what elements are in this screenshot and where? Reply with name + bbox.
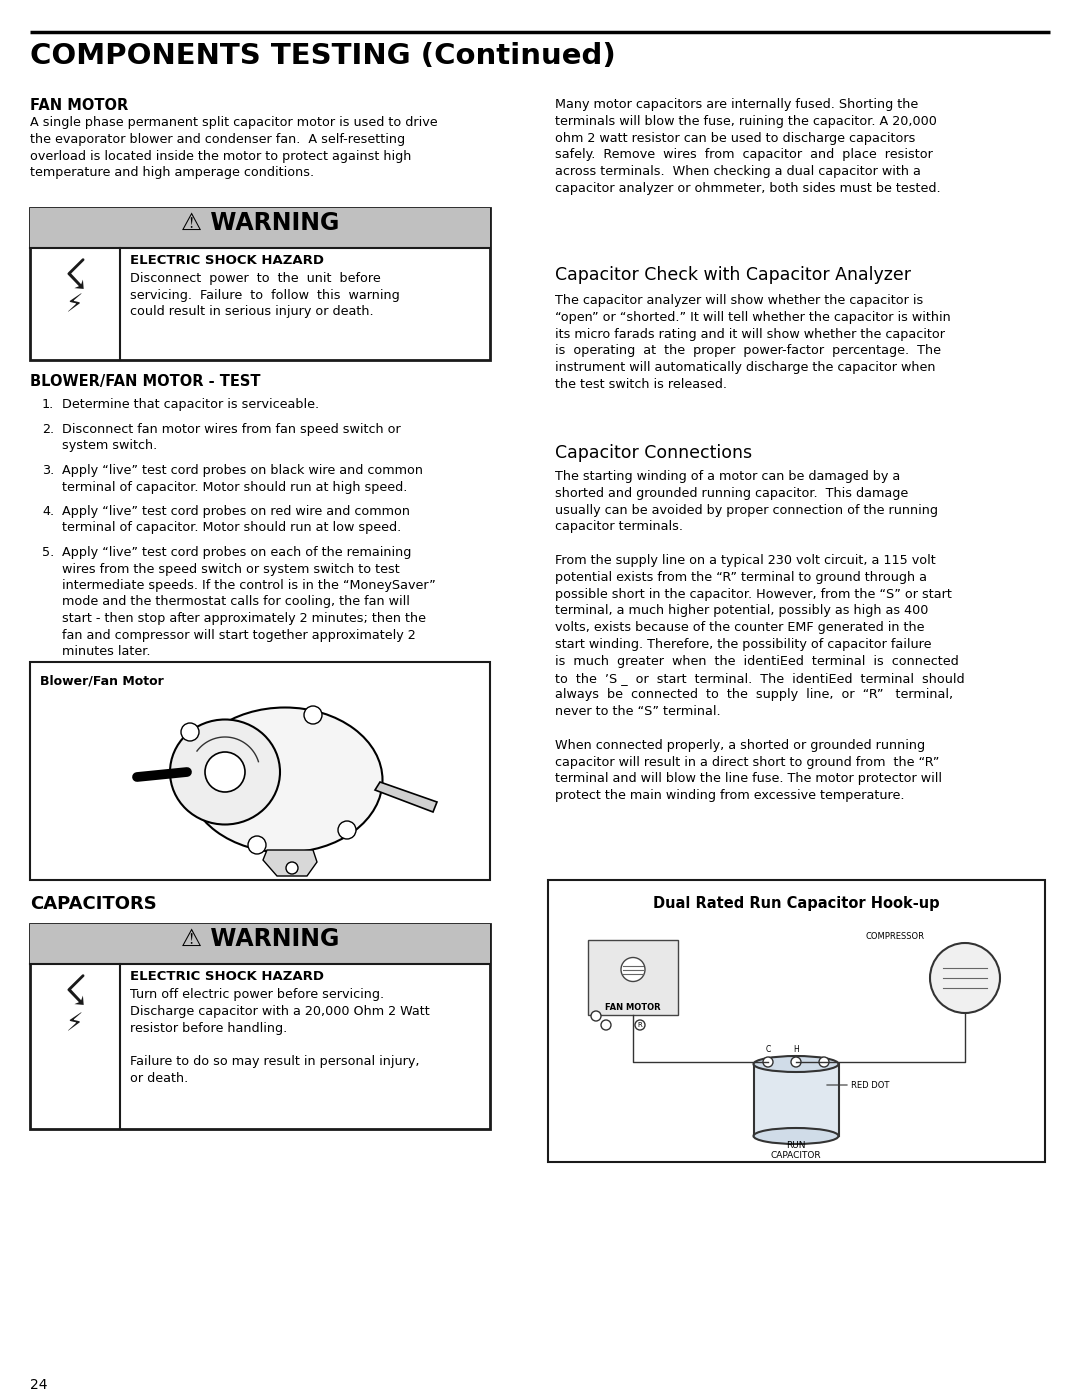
Ellipse shape	[170, 719, 280, 824]
Text: COMPRESSOR: COMPRESSOR	[866, 932, 924, 942]
Text: ELECTRIC SHOCK HAZARD: ELECTRIC SHOCK HAZARD	[130, 970, 324, 983]
Bar	[30, 208, 490, 249]
Text: RUN
CAPACITOR: RUN CAPACITOR	[771, 1141, 821, 1161]
Circle shape	[930, 943, 1000, 1013]
Text: H: H	[793, 1045, 799, 1053]
Text: ⚠ WARNING: ⚠ WARNING	[180, 211, 339, 235]
Circle shape	[338, 821, 356, 840]
Text: ⚡: ⚡	[66, 1011, 84, 1037]
Circle shape	[181, 724, 199, 740]
Text: BLOWER/FAN MOTOR - TEST: BLOWER/FAN MOTOR - TEST	[30, 374, 260, 388]
Text: The capacitor analyzer will show whether the capacitor is
“open” or “shorted.” I: The capacitor analyzer will show whether…	[555, 293, 950, 391]
Bar	[30, 662, 490, 880]
Text: Apply “live” test cord probes on black wire and common
terminal of capacitor. Mo: Apply “live” test cord probes on black w…	[62, 464, 423, 493]
Text: 1.: 1.	[42, 398, 54, 411]
Circle shape	[286, 862, 298, 875]
Bar	[30, 208, 490, 360]
Text: COMPONENTS TESTING (Continued): COMPONENTS TESTING (Continued)	[30, 42, 616, 70]
Text: ⚠ WARNING: ⚠ WARNING	[180, 928, 339, 951]
Text: ⚡: ⚡	[66, 293, 84, 317]
Text: R: R	[637, 1023, 643, 1028]
Text: ELECTRIC SHOCK HAZARD: ELECTRIC SHOCK HAZARD	[130, 254, 324, 267]
Text: Blower/Fan Motor: Blower/Fan Motor	[40, 673, 164, 687]
Text: Apply “live” test cord probes on red wire and common
terminal of capacitor. Moto: Apply “live” test cord probes on red wir…	[62, 504, 410, 535]
Text: FAN MOTOR: FAN MOTOR	[605, 1003, 661, 1011]
Text: 24: 24	[30, 1377, 48, 1391]
Text: Many motor capacitors are internally fused. Shorting the
terminals will blow the: Many motor capacitors are internally fus…	[555, 98, 941, 196]
Text: A single phase permanent split capacitor motor is used to drive
the evaporator b: A single phase permanent split capacitor…	[30, 116, 437, 179]
Text: FAN MOTOR: FAN MOTOR	[30, 98, 129, 113]
Text: Disconnect fan motor wires from fan speed switch or
system switch.: Disconnect fan motor wires from fan spee…	[62, 423, 401, 453]
Polygon shape	[264, 849, 318, 876]
Text: The starting winding of a motor can be damaged by a
shorted and grounded running: The starting winding of a motor can be d…	[555, 469, 964, 802]
Text: Capacitor Connections: Capacitor Connections	[555, 444, 752, 462]
Bar	[30, 923, 490, 964]
Ellipse shape	[754, 1127, 838, 1144]
Circle shape	[248, 835, 266, 854]
Circle shape	[600, 1020, 611, 1030]
Text: 2.: 2.	[42, 423, 54, 436]
Polygon shape	[375, 782, 437, 812]
Bar	[754, 1065, 838, 1136]
Text: 4.: 4.	[42, 504, 54, 518]
Circle shape	[621, 957, 645, 982]
Text: Capacitor Check with Capacitor Analyzer: Capacitor Check with Capacitor Analyzer	[555, 265, 912, 284]
Circle shape	[762, 1058, 773, 1067]
Text: RED DOT: RED DOT	[851, 1080, 889, 1090]
Text: C: C	[766, 1045, 771, 1053]
Bar	[30, 923, 490, 1129]
Text: Apply “live” test cord probes on each of the remaining
wires from the speed swit: Apply “live” test cord probes on each of…	[62, 546, 435, 658]
Bar	[548, 880, 1045, 1162]
Text: ☇: ☇	[63, 256, 86, 298]
Text: Determine that capacitor is serviceable.: Determine that capacitor is serviceable.	[62, 398, 319, 411]
Ellipse shape	[188, 707, 382, 852]
Text: 3.: 3.	[42, 464, 54, 476]
Circle shape	[303, 705, 322, 724]
Circle shape	[819, 1058, 829, 1067]
Ellipse shape	[754, 1056, 838, 1071]
Circle shape	[591, 1011, 600, 1021]
Text: CAPACITORS: CAPACITORS	[30, 895, 157, 914]
Text: ☇: ☇	[63, 972, 86, 1014]
Circle shape	[791, 1058, 801, 1067]
Bar	[588, 940, 678, 1016]
Circle shape	[635, 1020, 645, 1030]
Circle shape	[205, 752, 245, 792]
Text: Disconnect  power  to  the  unit  before
servicing.  Failure  to  follow  this  : Disconnect power to the unit before serv…	[130, 272, 400, 319]
Text: Turn off electric power before servicing.
Discharge capacitor with a 20,000 Ohm : Turn off electric power before servicing…	[130, 988, 430, 1085]
Text: Dual Rated Run Capacitor Hook-up: Dual Rated Run Capacitor Hook-up	[653, 895, 940, 911]
Text: 5.: 5.	[42, 546, 54, 559]
